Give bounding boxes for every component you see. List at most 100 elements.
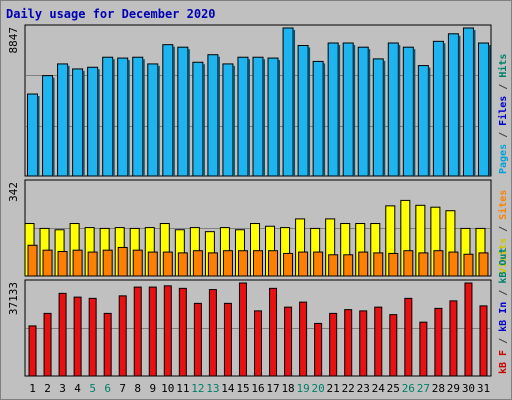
x-tick-label: 11 — [176, 382, 189, 395]
bar-pages — [462, 27, 474, 177]
bar-sites — [207, 252, 218, 277]
x-tick-label: 26 — [402, 382, 415, 395]
x-tick-label: 2 — [44, 382, 51, 395]
bar-side-shade — [82, 70, 85, 176]
legend-separator: / — [498, 284, 509, 302]
bar-kb-f — [178, 287, 187, 377]
panel-bottom: 37133 kB F / kB In / kB Out — [7, 248, 509, 377]
bar-side-shade — [263, 59, 265, 176]
bar-pages — [27, 93, 39, 177]
legend-entry: Visits — [497, 238, 509, 274]
x-tick-label: 14 — [221, 382, 235, 395]
bar-kb-f — [73, 296, 82, 377]
bar-kb-f — [464, 282, 473, 377]
x-tick-label: 19 — [296, 382, 309, 395]
bar-side-shade — [428, 67, 431, 176]
bar-kb-f — [344, 309, 353, 377]
bar-kb-f — [28, 325, 37, 377]
bar-pages — [417, 65, 429, 177]
bar-kb-f — [148, 286, 157, 377]
bar-side-shade — [398, 45, 401, 176]
bar-sites — [268, 250, 279, 277]
bar-pages — [102, 56, 114, 177]
x-tick-label: 22 — [342, 382, 355, 395]
x-tick-label: 4 — [74, 382, 81, 395]
bar-sites — [418, 252, 429, 277]
bar-sites — [27, 244, 38, 277]
bar-pages — [207, 54, 219, 177]
bar-pages — [312, 60, 324, 177]
bar-pages — [237, 56, 249, 177]
bar-kb-f — [284, 306, 293, 377]
bar-side-shade — [187, 49, 190, 176]
x-tick-label: 10 — [161, 382, 174, 395]
bar-sites — [388, 252, 399, 277]
bar-kb-f — [479, 305, 488, 377]
bar-pages — [72, 68, 84, 177]
bar-side-shade — [473, 30, 476, 176]
bar-pages — [267, 57, 279, 177]
bar-side-shade — [443, 43, 446, 176]
bar-pages — [477, 42, 489, 177]
bar-pages — [432, 40, 444, 177]
bar-pages — [117, 57, 129, 177]
bar-sites — [358, 251, 369, 277]
x-tick-label: 17 — [266, 382, 279, 395]
chart-panels: 8847 Pages / Files / Hits 342 Visits / Site… — [7, 24, 509, 377]
bar-side-shade — [278, 60, 281, 176]
panel-middle: 342 Visits / Sites — [7, 179, 509, 277]
bar-sites — [478, 252, 489, 277]
bar-sites — [433, 250, 444, 277]
bar-sites — [42, 249, 53, 277]
bar-sites — [177, 252, 188, 277]
bar-pages — [57, 63, 69, 177]
legend-entry: Pages — [498, 144, 509, 174]
bar-side-shade — [383, 60, 386, 176]
bar-pages — [177, 46, 189, 177]
bar-pages — [282, 27, 294, 177]
panel-top: 8847 Pages / Files / Hits — [7, 24, 509, 177]
bar-side-shade — [232, 65, 235, 176]
bar-side-shade — [127, 60, 130, 176]
x-tick-label: 24 — [372, 382, 386, 395]
bar-side-shade — [67, 65, 70, 176]
x-tick-label: 16 — [251, 382, 264, 395]
bar-pages — [342, 42, 354, 177]
bar-kb-f — [314, 322, 323, 377]
bar-kb-f — [404, 297, 413, 377]
bar-pages — [402, 46, 414, 177]
bar-kb-f — [449, 300, 458, 377]
x-tick-label: 5 — [89, 382, 96, 395]
bar-kb-f — [43, 312, 52, 377]
panel-max-label: 37133 — [7, 282, 20, 315]
bar-side-shade — [37, 96, 40, 176]
x-tick-label: 6 — [104, 382, 111, 395]
legend-entry: Files — [497, 96, 509, 126]
bar-side-shade — [247, 59, 250, 176]
bar-kb-f — [359, 310, 368, 377]
bar-sites — [162, 251, 173, 277]
bar-sites — [298, 251, 309, 277]
bar-pages — [357, 46, 369, 177]
x-tick-label: 27 — [417, 382, 430, 395]
bar-sites — [87, 251, 98, 277]
bar-side-shade — [488, 45, 491, 176]
x-tick-label: 25 — [387, 382, 400, 395]
legend-separator: / — [498, 126, 509, 144]
x-tick-label: 1 — [29, 382, 36, 395]
bar-pages — [42, 75, 54, 177]
bar-sites — [448, 251, 459, 277]
bar-sites — [147, 251, 158, 277]
bar-side-shade — [202, 64, 205, 176]
x-axis-day-labels: 1 2 3 4 5 6 7 8 9 10 11 12 13 14 15 16 17 18 19 20 21 22 23 24 2… — [29, 382, 490, 395]
bar-pages — [327, 42, 339, 177]
bar-side-shade — [157, 65, 160, 176]
bar-sites — [102, 249, 113, 277]
bar-kb-f — [254, 310, 262, 377]
bar-kb-f — [329, 312, 338, 377]
bar-kb-f — [193, 302, 202, 377]
x-tick-label: 9 — [149, 382, 156, 395]
x-tick-label: 15 — [236, 382, 249, 395]
bar-kb-f — [299, 301, 308, 377]
